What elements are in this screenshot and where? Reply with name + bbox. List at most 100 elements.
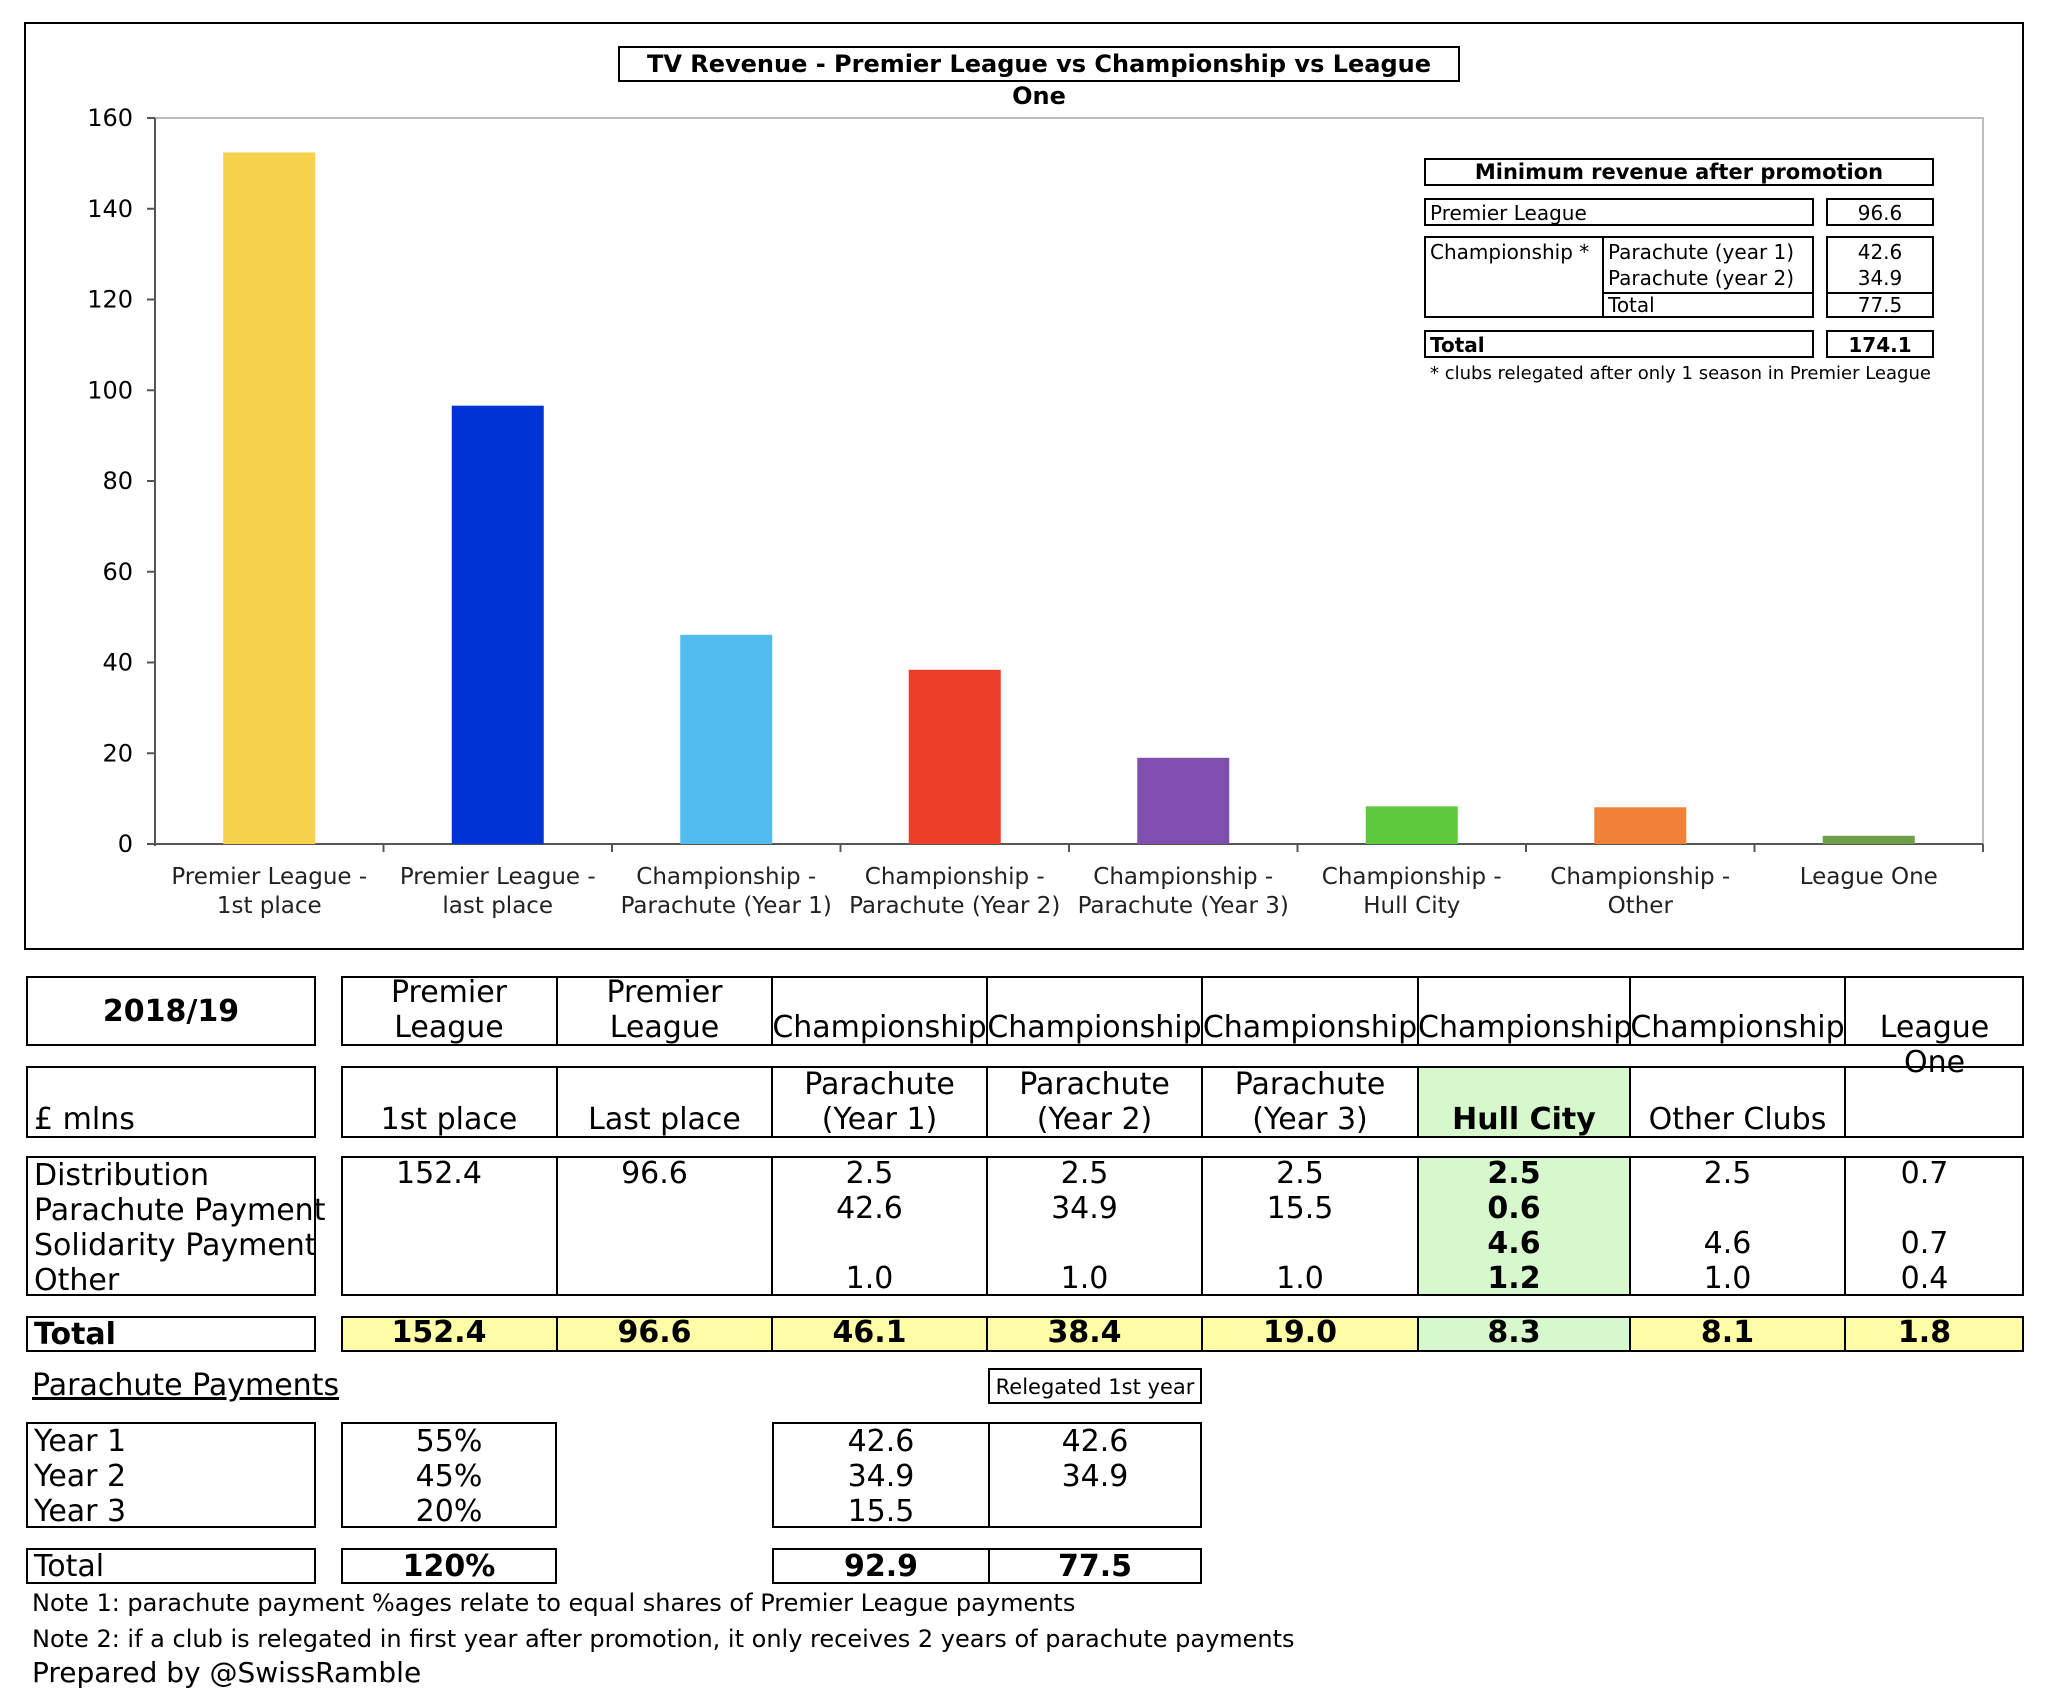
inset-row-label: Total	[1608, 293, 1655, 317]
unit-cell: £ mlns	[26, 1066, 316, 1138]
column-divider	[556, 1316, 558, 1352]
inset-champ-values: 42.6 34.9 77.5	[1826, 236, 1934, 318]
column-divider	[1844, 976, 1846, 1046]
parachute-total-pct: 120%	[402, 1549, 496, 1584]
inset-value-line	[1828, 292, 1932, 294]
column-subheader: Parachute	[804, 1067, 955, 1102]
column-divider	[1417, 1156, 1419, 1296]
table-cell: 2.5	[1060, 1156, 1109, 1191]
table-cell: 1.2	[1487, 1261, 1541, 1296]
parachute-col1-value: 42.6	[847, 1424, 915, 1459]
relegated-note-box: Relegated 1st year	[988, 1368, 1202, 1404]
table-cell: 1.0	[1703, 1261, 1752, 1296]
column-header: Championship	[987, 1010, 1202, 1045]
inset-divider	[1602, 238, 1604, 316]
column-divider	[986, 976, 988, 1046]
column-header: Championship	[1418, 1010, 1633, 1045]
table-cell: 0.7	[1900, 1226, 1949, 1261]
table-cell: 15.5	[1266, 1191, 1334, 1226]
x-tick-label: Championship -Parachute (Year 1)	[621, 864, 832, 919]
x-tick-label: League One	[1800, 864, 1938, 890]
year-label: Year 3	[34, 1494, 127, 1529]
year-label: Year 2	[34, 1459, 127, 1494]
column-divider	[1629, 976, 1631, 1046]
column-subheader: (Year 2)	[1036, 1102, 1153, 1137]
column-subheader: Hull City	[1452, 1102, 1596, 1137]
table-cell: 1.0	[1060, 1261, 1109, 1296]
column-divider	[986, 1316, 988, 1352]
column-divider	[1844, 1156, 1846, 1296]
y-tick-label: 140	[87, 195, 133, 223]
inset-pl-value-cell: 96.6	[1826, 198, 1934, 226]
pct-value: 20%	[415, 1494, 483, 1529]
column-divider	[1201, 1066, 1203, 1138]
row-label: Other	[34, 1263, 120, 1298]
inset-pl-label: Premier League	[1430, 201, 1587, 225]
column-divider	[1417, 976, 1419, 1046]
table-cell: 0.6	[1487, 1191, 1541, 1226]
column-header: Premier	[390, 975, 508, 1010]
total-cell: 1.8	[1897, 1315, 1952, 1350]
y-tick-label: 20	[102, 739, 133, 767]
x-tick-label: Championship -Hull City	[1322, 864, 1502, 919]
column-divider	[1201, 1156, 1203, 1296]
y-tick-label: 160	[87, 104, 133, 132]
y-tick-label: 60	[102, 558, 133, 586]
plot-area	[154, 117, 1984, 845]
row-label: Parachute Payment	[34, 1193, 326, 1228]
inset-row-label: Parachute (year 1)	[1608, 240, 1795, 264]
y-tick-label: 0	[118, 830, 133, 858]
x-tick-label: Championship -Other	[1550, 864, 1730, 919]
total-cell: 19.0	[1262, 1315, 1338, 1350]
y-tick-label: 40	[102, 649, 133, 677]
parachute-col1-value: 15.5	[847, 1494, 915, 1529]
hull-city-data-highlight	[1418, 1158, 1630, 1294]
hull-city-total-highlight	[1418, 1318, 1630, 1350]
column-divider	[1629, 1316, 1631, 1352]
header-row-2	[341, 1066, 2024, 1138]
column-subheader: (Year 1)	[821, 1102, 938, 1137]
column-header: Championship	[772, 1010, 987, 1045]
column-divider	[986, 1156, 988, 1296]
column-divider	[1629, 1066, 1631, 1138]
inset-pl-value: 96.6	[1857, 201, 1903, 225]
row-label: Distribution	[34, 1158, 210, 1193]
inset-total-value-cell: 174.1	[1826, 330, 1934, 358]
total-cell: 38.4	[1047, 1315, 1122, 1350]
pct-value: 55%	[415, 1424, 483, 1459]
total-cell: 8.1	[1700, 1315, 1755, 1350]
table-cell: 96.6	[621, 1156, 688, 1191]
inset-champ-block: Championship * Parachute (year 1) Parach…	[1424, 236, 1814, 318]
column-divider	[1201, 976, 1203, 1046]
hull-city-header-highlight	[1418, 1068, 1630, 1136]
relegated-note: Relegated 1st year	[995, 1375, 1195, 1399]
total-row	[341, 1316, 2024, 1352]
inset-pl-label-cell: Premier League	[1424, 198, 1814, 226]
x-tick-label: Championship -Parachute (Year 2)	[849, 864, 1060, 919]
x-tick-label: Premier League -1st place	[171, 864, 367, 919]
inset-title-text: Minimum revenue after promotion	[1474, 160, 1884, 184]
bar	[908, 669, 1001, 844]
parachute-total-label: Total	[34, 1549, 105, 1584]
column-header: Championship	[1202, 1010, 1418, 1045]
inset-champ-label: Championship *	[1430, 240, 1590, 264]
parachute-total-values: 92.9 77.5	[772, 1548, 1202, 1584]
inset-row-value: 34.9	[1857, 266, 1903, 290]
data-block	[341, 1156, 2024, 1296]
inset-title: Minimum revenue after promotion	[1424, 158, 1934, 186]
column-divider	[1201, 1316, 1203, 1352]
column-header: League One	[1879, 1010, 1990, 1080]
column-divider	[1417, 1316, 1419, 1352]
total-cell: 8.3	[1487, 1315, 1541, 1350]
table-cell: 2.5	[845, 1156, 894, 1191]
column-divider	[771, 1066, 773, 1138]
row-label: Solidarity Payment	[34, 1228, 317, 1263]
chart-title: TV Revenue - Premier League vs Champions…	[618, 46, 1460, 110]
column-subheader: (Year 3)	[1252, 1102, 1368, 1137]
column-divider	[1629, 1156, 1631, 1296]
total-cell: 96.6	[617, 1315, 692, 1350]
column-subheader: Parachute	[1019, 1067, 1170, 1102]
column-subheader: Last place	[588, 1102, 741, 1137]
inset-footnote: * clubs relegated after only 1 season in…	[1430, 363, 1931, 384]
column-divider	[556, 976, 558, 1046]
